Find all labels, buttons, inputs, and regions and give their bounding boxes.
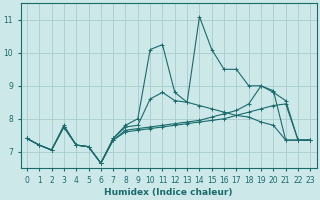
X-axis label: Humidex (Indice chaleur): Humidex (Indice chaleur) [104,188,233,197]
